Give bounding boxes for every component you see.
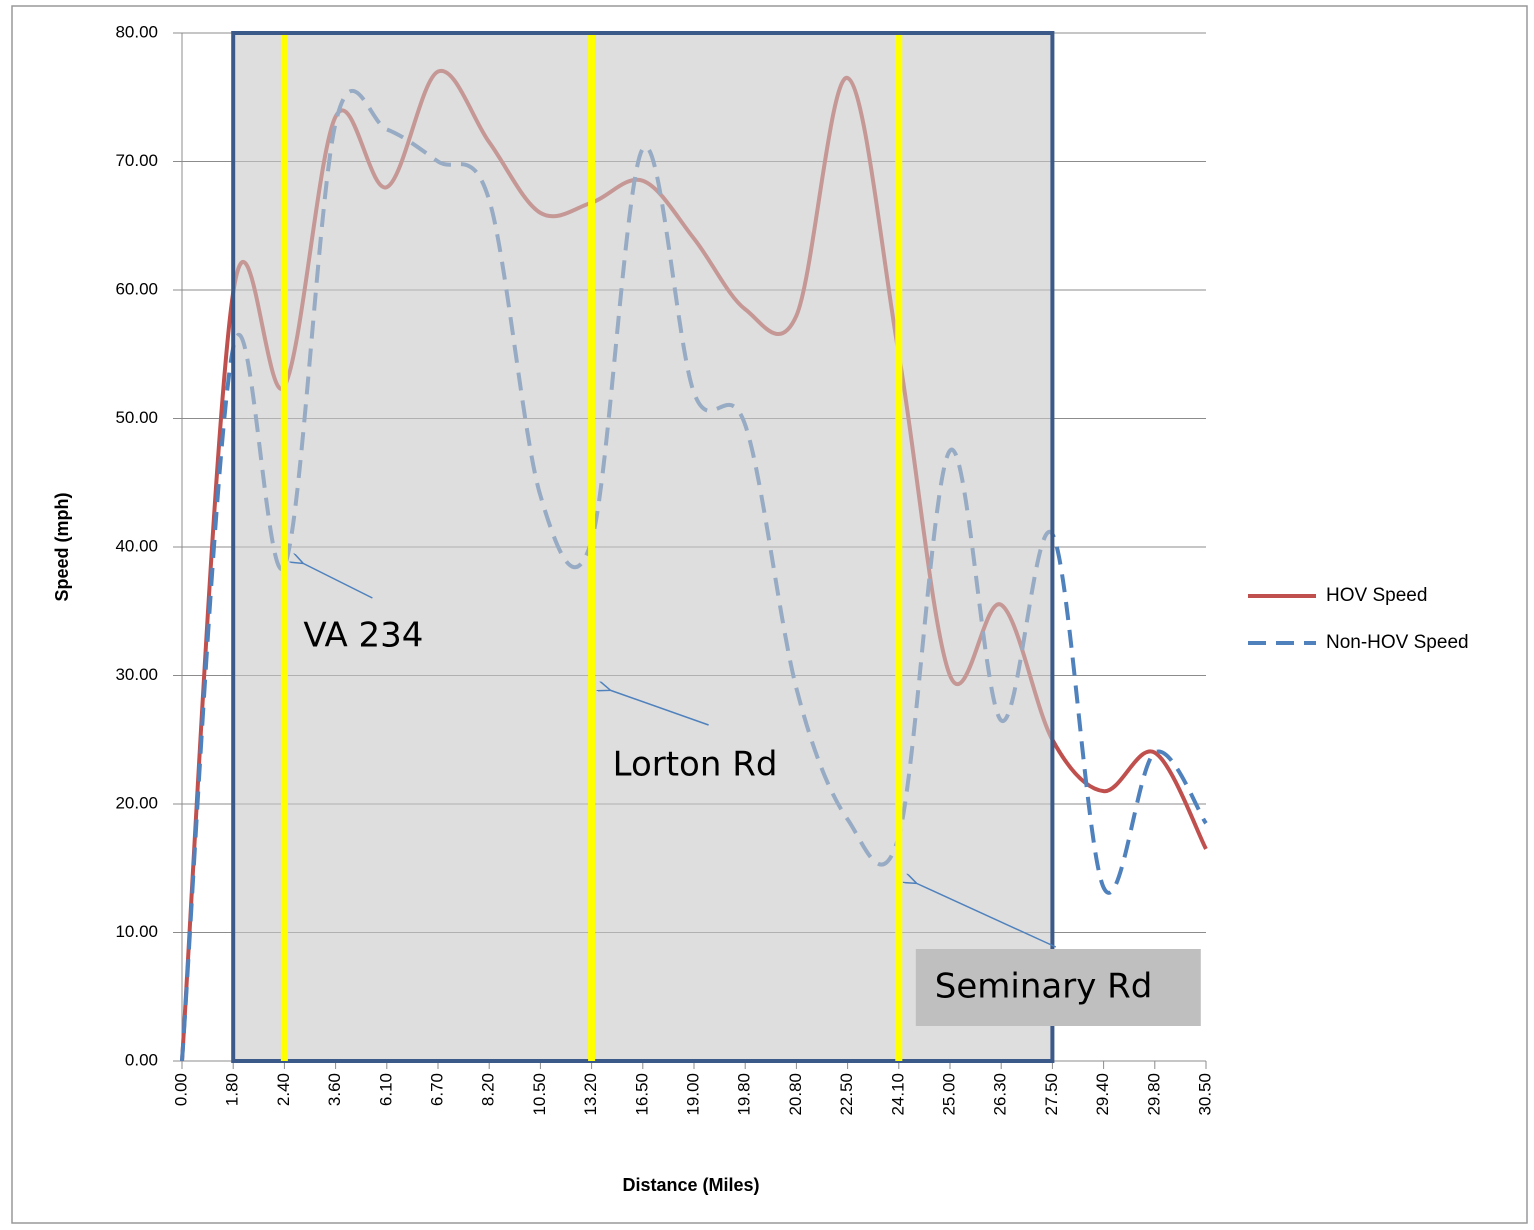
x-tick-label: 6.10 bbox=[376, 1073, 395, 1106]
y-tick-label: 30.00 bbox=[115, 665, 158, 684]
x-tick-label: 1.80 bbox=[223, 1073, 242, 1106]
x-tick-label: 0.00 bbox=[171, 1073, 190, 1106]
y-tick-label: 20.00 bbox=[115, 793, 158, 812]
x-tick-label: 13.20 bbox=[581, 1073, 600, 1116]
annotation-label: VA 234 bbox=[303, 616, 423, 656]
y-tick-label: 50.00 bbox=[115, 408, 158, 427]
y-tick-label: 70.00 bbox=[115, 151, 158, 170]
x-axis-title: Distance (Miles) bbox=[622, 1175, 759, 1195]
annotation-label: Seminary Rd bbox=[935, 967, 1153, 1007]
y-tick-label: 60.00 bbox=[115, 279, 158, 298]
x-tick-label: 3.60 bbox=[325, 1073, 344, 1106]
annotation-arrow bbox=[302, 563, 373, 599]
y-tick-label: 10.00 bbox=[115, 922, 158, 941]
annotation-arrow bbox=[916, 883, 1057, 948]
x-tick-label: 2.40 bbox=[274, 1073, 293, 1106]
x-tick-label: 29.80 bbox=[1144, 1073, 1163, 1116]
shaded-region bbox=[231, 31, 1055, 1063]
x-tick-label: 10.50 bbox=[530, 1073, 549, 1116]
legend-label: HOV Speed bbox=[1326, 585, 1427, 606]
x-tick-label: 19.00 bbox=[683, 1073, 702, 1116]
x-tick-label: 20.80 bbox=[786, 1073, 805, 1116]
x-tick-label: 25.00 bbox=[939, 1073, 958, 1116]
x-tick-label: 19.80 bbox=[735, 1073, 754, 1116]
y-tick-label: 0.00 bbox=[125, 1050, 158, 1069]
annotation-box bbox=[915, 949, 1201, 1026]
x-tick-label: 16.50 bbox=[632, 1073, 651, 1116]
y-tick-label: 80.00 bbox=[115, 22, 158, 41]
x-tick-label: 27.50 bbox=[1042, 1073, 1061, 1116]
legend-label: Non-HOV Speed bbox=[1326, 632, 1469, 653]
x-tick-label: 24.10 bbox=[888, 1073, 907, 1116]
annotation-label: Lorton Rd bbox=[613, 745, 778, 785]
y-axis-title: Speed (mph) bbox=[52, 492, 72, 601]
y-tick-label: 40.00 bbox=[115, 536, 158, 555]
x-tick-label: 22.50 bbox=[837, 1073, 856, 1116]
x-tick-label: 29.40 bbox=[1093, 1073, 1112, 1116]
x-tick-label: 6.70 bbox=[427, 1073, 446, 1106]
x-tick-label: 26.30 bbox=[991, 1073, 1010, 1116]
x-tick-label: 30.50 bbox=[1195, 1073, 1214, 1116]
x-tick-label: 8.20 bbox=[479, 1073, 498, 1106]
annotation-arrow bbox=[610, 690, 709, 726]
